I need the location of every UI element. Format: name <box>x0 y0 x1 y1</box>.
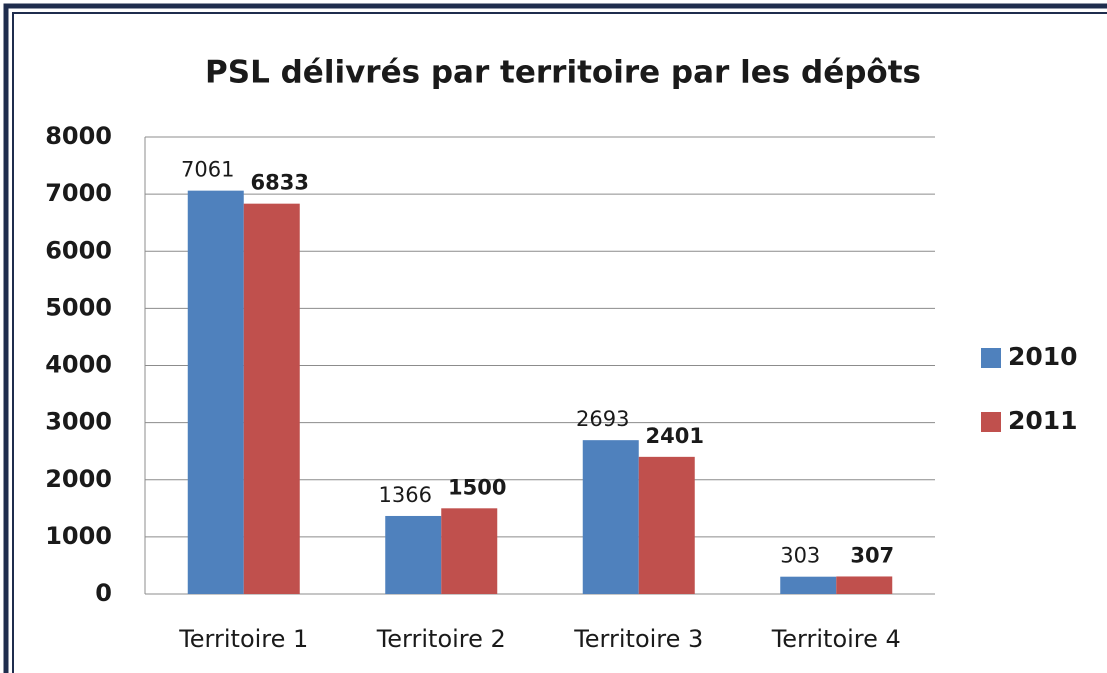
bar <box>441 508 498 594</box>
legend-swatch <box>981 412 1001 432</box>
y-tick-label: 6000 <box>45 236 112 264</box>
y-tick-label: 1000 <box>45 522 112 550</box>
y-tick-label: 3000 <box>45 408 112 436</box>
y-tick-label: 7000 <box>45 179 112 207</box>
bar <box>780 576 837 594</box>
bar <box>385 515 442 594</box>
y-tick-label: 4000 <box>45 351 112 379</box>
bar <box>582 440 639 594</box>
data-label: 2693 <box>576 407 629 431</box>
frame-inner <box>12 12 1107 673</box>
bar <box>187 190 244 594</box>
chart-title: PSL délivrés par territoire par les dépô… <box>205 55 921 91</box>
legend-label: 2010 <box>1008 342 1078 371</box>
x-tick-label: Territoire 4 <box>771 625 901 653</box>
y-tick-label: 5000 <box>45 293 112 321</box>
x-tick-label: Territoire 2 <box>376 625 506 653</box>
bar <box>243 203 300 595</box>
legend-swatch <box>981 348 1001 368</box>
x-tick-label: Territoire 3 <box>573 625 703 653</box>
y-tick-label: 8000 <box>45 122 112 150</box>
data-label: 1500 <box>448 475 506 499</box>
data-label: 7061 <box>181 158 234 182</box>
data-label: 1366 <box>379 483 432 507</box>
bar <box>836 576 893 594</box>
data-label: 6833 <box>251 171 309 195</box>
bar <box>638 456 695 594</box>
y-tick-label: 0 <box>95 579 112 607</box>
x-tick-label: Territoire 1 <box>178 625 308 653</box>
data-label: 2401 <box>646 424 704 448</box>
data-label: 307 <box>850 543 894 567</box>
legend-label: 2011 <box>1008 406 1078 435</box>
y-tick-label: 2000 <box>45 465 112 493</box>
frame <box>3 3 1107 673</box>
data-label: 303 <box>780 544 820 568</box>
